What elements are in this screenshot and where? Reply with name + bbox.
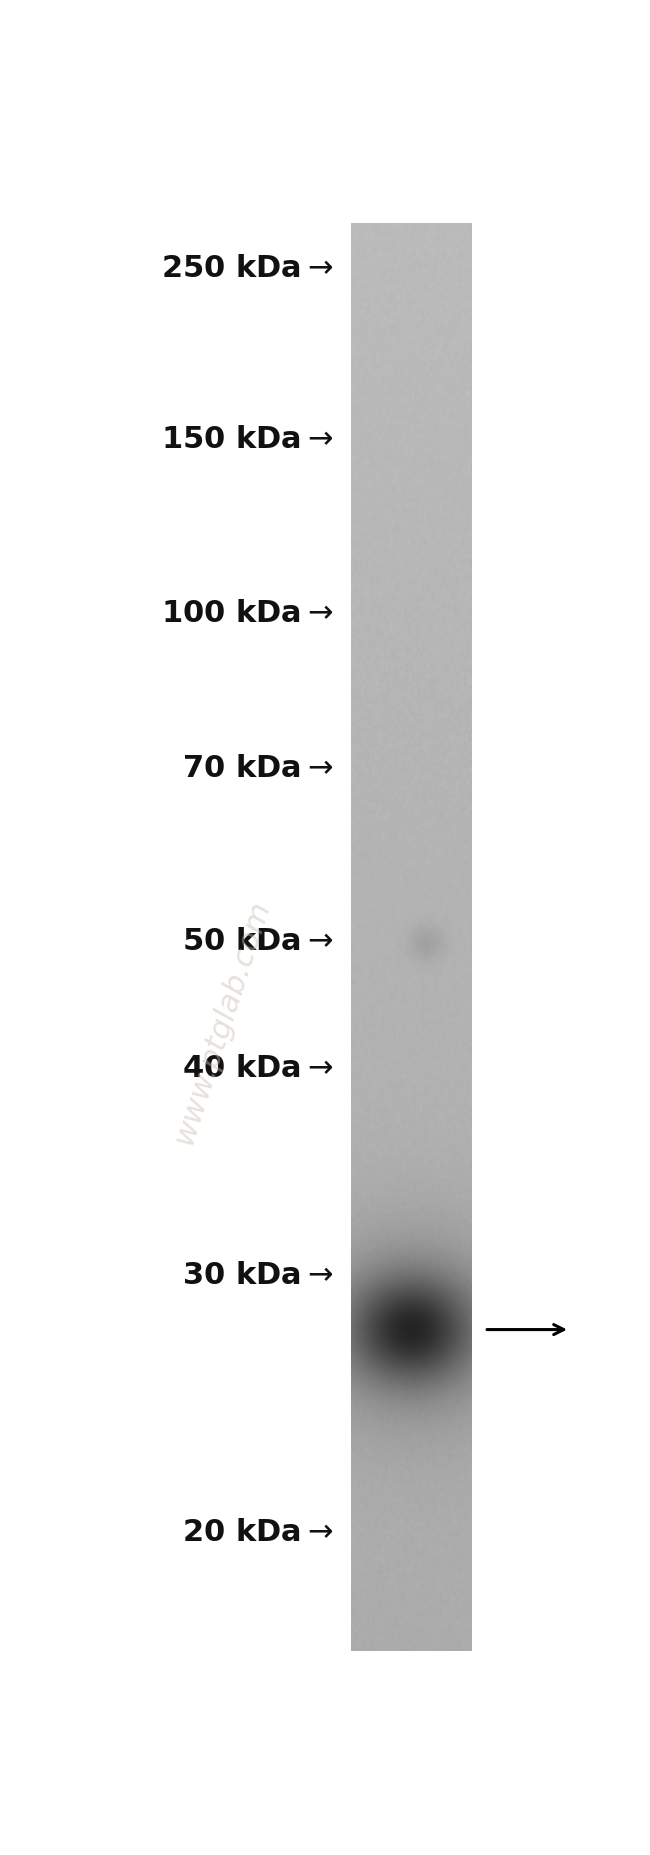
Text: 150 kDa$\rightarrow$: 150 kDa$\rightarrow$ (161, 425, 333, 454)
Text: 250 kDa$\rightarrow$: 250 kDa$\rightarrow$ (161, 254, 333, 282)
Text: www.ptglab.com: www.ptglab.com (169, 896, 276, 1148)
Text: 50 kDa$\rightarrow$: 50 kDa$\rightarrow$ (182, 926, 333, 955)
Text: 30 kDa$\rightarrow$: 30 kDa$\rightarrow$ (182, 1261, 333, 1289)
Text: 40 kDa$\rightarrow$: 40 kDa$\rightarrow$ (182, 1054, 333, 1083)
Text: 70 kDa$\rightarrow$: 70 kDa$\rightarrow$ (182, 753, 333, 783)
Text: 20 kDa$\rightarrow$: 20 kDa$\rightarrow$ (182, 1517, 333, 1547)
Text: 100 kDa$\rightarrow$: 100 kDa$\rightarrow$ (161, 599, 333, 629)
